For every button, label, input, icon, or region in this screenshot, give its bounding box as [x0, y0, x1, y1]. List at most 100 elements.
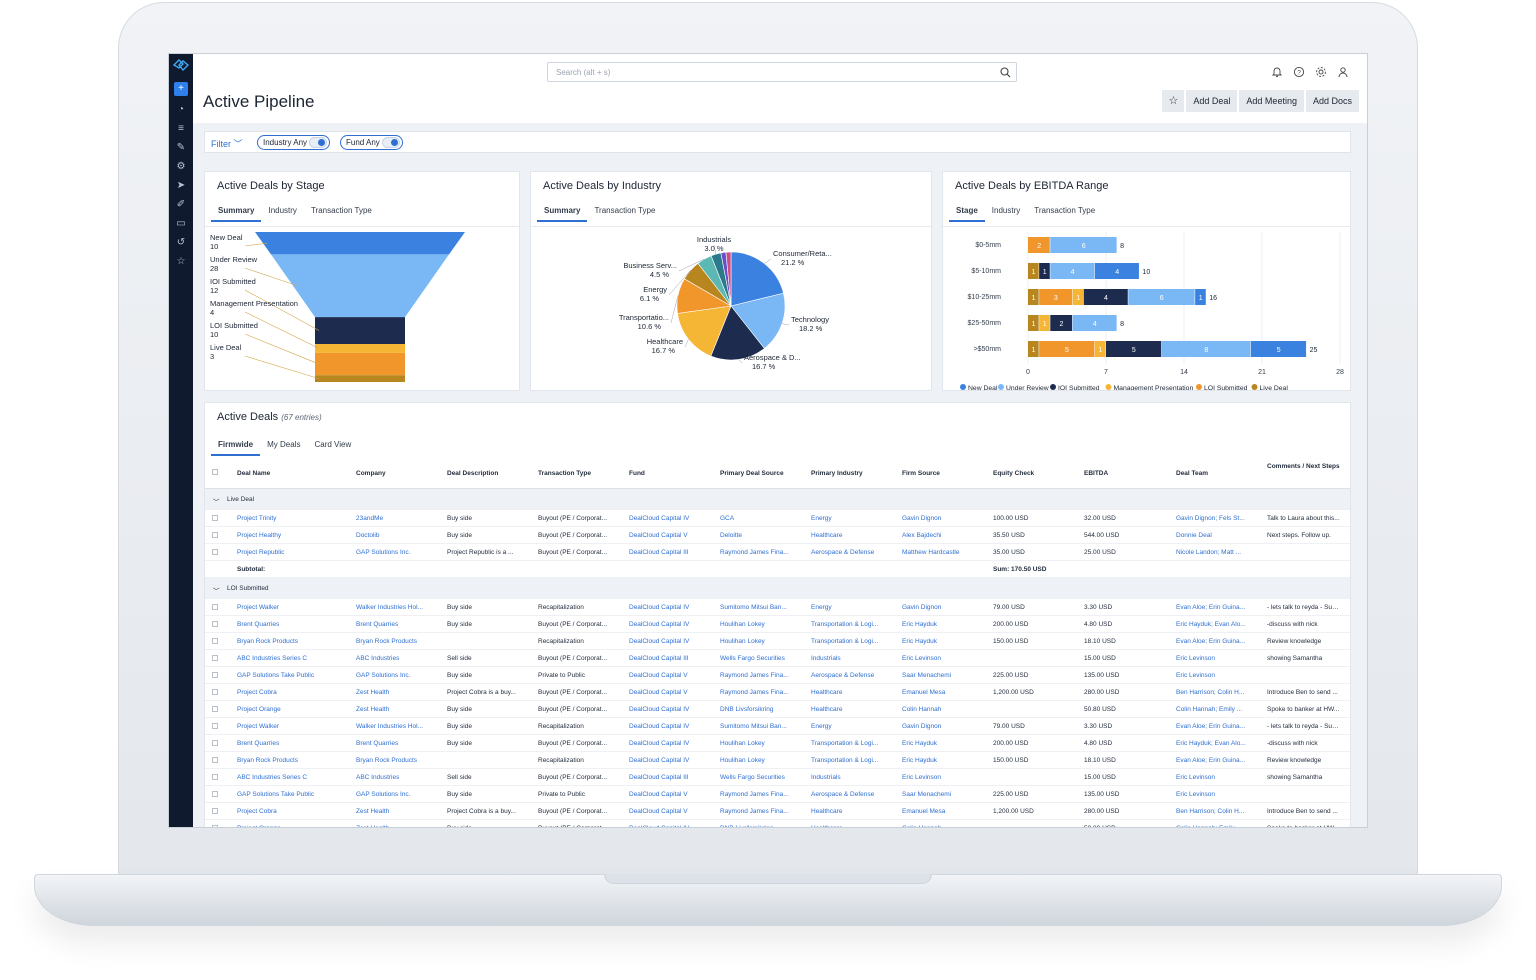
row-checkbox[interactable] — [212, 757, 218, 763]
cell-col-10[interactable]: Colin Hannah; Emily ... — [1176, 706, 1243, 713]
cell-col-6[interactable]: Industrials — [811, 655, 841, 662]
cell-col-4[interactable]: DealCloud Capital IV — [629, 515, 690, 522]
industry-toggle[interactable] — [309, 137, 328, 148]
row-checkbox[interactable] — [212, 689, 218, 695]
cell-col-5[interactable]: DNB Livsforsikring — [720, 825, 800, 827]
industry-filter-chip[interactable]: Industry Any — [257, 135, 331, 150]
cell-col-4[interactable]: DealCloud Capital IV — [629, 638, 690, 645]
cell-col-10[interactable]: Eric Levinson — [1176, 774, 1216, 781]
row-checkbox[interactable] — [212, 604, 218, 610]
cell-col-6[interactable]: Healthcare — [811, 689, 843, 696]
cell-col-5[interactable]: Raymond James Fina... — [720, 549, 789, 556]
cell-col-6[interactable]: Aerospace & Defense — [811, 672, 875, 679]
cell-col-0[interactable]: Brent Quarries — [237, 740, 280, 747]
help-icon[interactable]: ? — [1293, 65, 1305, 78]
cell-col-4[interactable]: DealCloud Capital V — [629, 689, 688, 696]
cell-col-4[interactable]: DealCloud Capital V — [629, 808, 688, 815]
cell-col-7[interactable]: Saar Menachemi — [902, 791, 952, 798]
cell-col-6[interactable]: Transportation & Logi... — [811, 638, 879, 645]
history-icon[interactable]: ↺ — [176, 237, 186, 248]
cell-col-10[interactable]: Eric Levinson — [1176, 791, 1216, 798]
row-checkbox[interactable] — [212, 621, 218, 627]
row-checkbox[interactable] — [212, 825, 218, 827]
cell-col-4[interactable]: DealCloud Capital III — [629, 774, 689, 781]
row-checkbox[interactable] — [212, 532, 218, 538]
search-input[interactable]: Search (alt + s) — [547, 62, 1017, 82]
cell-col-6[interactable]: Healthcare — [811, 825, 891, 827]
star-icon[interactable]: ☆ — [176, 256, 186, 267]
cell-col-6[interactable]: Aerospace & Defense — [811, 549, 875, 556]
cell-col-10[interactable]: Gavin Dignon; Fels St... — [1176, 515, 1245, 522]
cell-col-1[interactable]: 23andMe — [356, 515, 384, 522]
cell-col-0[interactable]: Project Orange — [237, 825, 343, 827]
add-deal-button[interactable]: Add Deal — [1186, 90, 1238, 112]
app-logo-icon[interactable] — [172, 58, 190, 72]
cell-col-7[interactable]: Saar Menachemi — [902, 672, 952, 679]
cell-col-6[interactable]: Transportation & Logi... — [811, 740, 879, 747]
tab-industry-transaction-type[interactable]: Transaction Type — [594, 206, 656, 215]
cell-col-6[interactable]: Healthcare — [811, 532, 843, 539]
cell-col-0[interactable]: Project Walker — [237, 604, 280, 611]
tab-stage-industry[interactable]: Industry — [268, 206, 297, 215]
cell-col-6[interactable]: Energy — [811, 723, 832, 730]
cell-col-5[interactable]: Wells Fargo Securities — [720, 774, 785, 781]
cell-col-7[interactable]: Gavin Dignon — [902, 723, 942, 730]
cell-col-10[interactable]: Evan Aloe; Erin Guina... — [1176, 604, 1246, 611]
cell-col-7[interactable]: Gavin Dignon — [902, 515, 942, 522]
cell-col-7[interactable]: Eric Levinson — [902, 774, 942, 781]
cell-col-0[interactable]: GAP Solutions Take Public — [237, 791, 315, 798]
cell-col-7[interactable]: Eric Hayduk — [902, 740, 938, 747]
cell-col-6[interactable]: Transportation & Logi... — [811, 621, 879, 628]
cell-col-7[interactable]: Emanuel Mesa — [902, 808, 946, 815]
tab-my-deals[interactable]: My Deals — [267, 440, 301, 449]
cell-col-1[interactable]: Walker Industries Hol... — [356, 723, 423, 730]
select-all-checkbox[interactable] — [212, 469, 218, 475]
tools-icon[interactable]: ✎ — [176, 142, 186, 153]
tab-ebitda-transaction-type[interactable]: Transaction Type — [1034, 206, 1096, 215]
cell-col-1[interactable]: Walker Industries Hol... — [356, 604, 423, 611]
cell-col-5[interactable]: Raymond James Fina... — [720, 689, 789, 696]
add-meeting-button[interactable]: Add Meeting — [1239, 90, 1304, 112]
add-docs-button[interactable]: Add Docs — [1305, 90, 1359, 112]
row-checkbox[interactable] — [212, 638, 218, 644]
row-checkbox[interactable] — [212, 740, 218, 746]
cell-col-1[interactable]: Bryan Rock Products — [356, 757, 418, 764]
cell-col-4[interactable]: DealCloud Capital IV — [629, 740, 690, 747]
cell-col-5[interactable]: Sumitomo Mitsui Ban... — [720, 604, 787, 611]
row-checkbox[interactable] — [212, 808, 218, 814]
cell-col-1[interactable]: Zest Health — [356, 808, 390, 815]
bell-icon[interactable] — [1271, 65, 1283, 78]
row-checkbox[interactable] — [212, 655, 218, 661]
cell-col-0[interactable]: Project Cobra — [237, 808, 277, 815]
cell-col-1[interactable]: Zest Health — [356, 706, 390, 713]
fund-toggle[interactable] — [381, 137, 400, 148]
cell-col-0[interactable]: GAP Solutions Take Public — [237, 672, 315, 679]
user-icon[interactable] — [1337, 65, 1349, 78]
tab-stage-summary[interactable]: Summary — [211, 206, 262, 222]
dashboard-icon[interactable]: ◔ — [177, 104, 185, 115]
filter-dropdown[interactable]: Filter ﹀ — [211, 137, 243, 150]
cell-col-5[interactable]: Deloitte — [720, 532, 743, 539]
cell-col-7[interactable]: Gavin Dignon — [902, 604, 942, 611]
cell-col-1[interactable]: ABC Industries — [356, 655, 400, 662]
tab-industry-summary[interactable]: Summary — [537, 206, 588, 222]
cell-col-10[interactable]: Evan Aloe; Erin Guina... — [1176, 723, 1246, 730]
cell-col-5[interactable]: Raymond James Fina... — [720, 808, 789, 815]
cell-col-7[interactable]: Colin Hannah — [902, 706, 942, 713]
cell-col-7[interactable]: Eric Hayduk — [902, 621, 938, 628]
cell-col-1[interactable]: Brent Quarries — [356, 740, 399, 747]
cell-col-7[interactable]: Eric Levinson — [902, 655, 942, 662]
cell-col-6[interactable]: Energy — [811, 515, 832, 522]
cell-col-6[interactable]: Transportation & Logi... — [811, 757, 879, 764]
cell-col-1[interactable]: GAP Solutions Inc. — [356, 549, 411, 556]
search-icon[interactable] — [1000, 67, 1011, 78]
cell-col-5[interactable]: Houlihan Lokey — [720, 740, 765, 747]
pen-icon[interactable]: ✐ — [176, 199, 186, 210]
cell-col-5[interactable]: GCA — [720, 515, 735, 522]
cell-col-0[interactable]: ABC Industries Series C — [237, 774, 308, 781]
cell-col-1[interactable]: ABC Industries — [356, 774, 400, 781]
cell-col-0[interactable]: Project Republic — [237, 549, 285, 556]
cell-col-0[interactable]: Brent Quarries — [237, 621, 280, 628]
row-checkbox[interactable] — [212, 515, 218, 521]
cell-col-4[interactable]: DealCloud Capital V — [629, 672, 688, 679]
